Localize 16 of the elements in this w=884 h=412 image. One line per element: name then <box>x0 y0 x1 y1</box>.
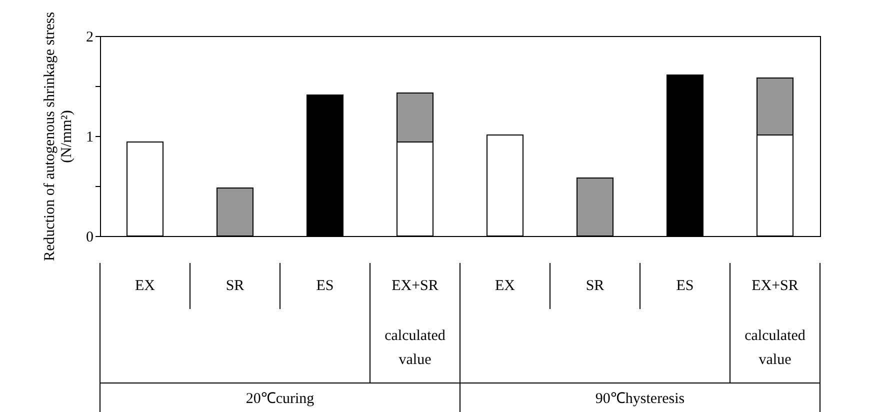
text: 90℃hysteresis <box>595 391 685 407</box>
x-tick-label: EX+SR <box>392 278 438 294</box>
y-axis-title: Reduction of autogenous shrinkage stress (N/mm²) <box>42 12 75 262</box>
x-tick-label: SR <box>226 278 244 294</box>
x-tick-label: ES <box>676 278 694 294</box>
text: calculated value <box>384 328 446 368</box>
x-tick-label: EX+SR <box>752 278 798 294</box>
y-tick-label: 1 <box>86 130 94 146</box>
x-tick-label: ES <box>316 278 334 294</box>
y-tick-label: 2 <box>86 30 94 46</box>
x-tick-label: SR <box>586 278 604 294</box>
y-tick-label: 0 <box>86 230 94 246</box>
text: calculated value <box>744 328 806 368</box>
x-tick-label: EX <box>495 278 516 294</box>
x-tick-label: EX <box>135 278 156 294</box>
text: 20℃curing <box>246 391 315 407</box>
